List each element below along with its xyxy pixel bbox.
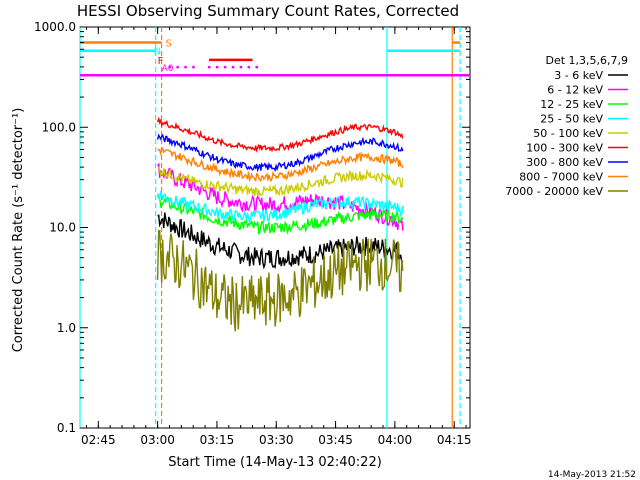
series-line-5 [157,166,404,197]
y-tick-label: 1000.0 [34,20,76,34]
y-tick-label: 100.0 [42,120,76,134]
x-tick-label: 03:45 [318,433,353,447]
y-tick-label: 10.0 [49,221,76,235]
series-line-6 [156,116,404,153]
attenuator-point-10 [255,65,258,69]
series-line-4 [156,191,404,225]
series-line-9 [156,229,404,332]
attenuator-point-2 [184,65,187,69]
x-tick-label: 02:45 [81,433,116,447]
x-tick-label: 04:00 [378,433,413,447]
y-tick-label: 0.1 [57,421,76,435]
generation-timestamp: 14-May-2013 21:52 [548,470,636,480]
series-line-7 [156,133,404,173]
series-line-1 [157,212,404,270]
series-line-3 [156,194,404,236]
chart-title: HESSI Observing Summary Count Rates, Cor… [77,2,459,20]
legend-entry-label: 25 - 50 keV [540,113,603,126]
attenuator-point-8 [239,65,243,69]
flag-label-S: S [166,39,172,50]
legend-entry-label: 300 - 800 keV [526,156,603,169]
y-axis-label: Corrected Count Rate (s⁻¹ detector⁻¹) [11,108,26,353]
x-tick-label: 03:15 [200,433,235,447]
legend-entry-label: 800 - 7000 keV [519,171,603,184]
x-tick-label: 03:30 [259,433,294,447]
attenuator-point-1 [176,65,179,69]
x-tick-label: 03:00 [140,433,175,447]
attenuator-point-0 [168,65,171,69]
flag-label-N: N [154,47,161,58]
flag-label-F: F [158,56,164,67]
legend-title: Det 1,3,5,6,7,9 [545,54,628,67]
y-tick-label: 1.0 [57,321,76,335]
attenuator-label: A0 [162,64,174,74]
attenuator-point-7 [231,65,235,69]
legend-entry-label: 12 - 25 keV [540,98,603,111]
attenuator-point-9 [247,65,251,69]
attenuator-point-5 [215,65,219,69]
attenuator-point-3 [192,65,195,69]
legend-entry-label: 100 - 300 keV [526,142,603,155]
series-line-2 [157,162,404,231]
x-tick-label: 04:15 [437,433,472,447]
legend-entry-label: 7000 - 20000 keV [505,185,603,198]
legend-entry-label: 50 - 100 keV [533,127,603,140]
legend-entry-label: 3 - 6 keV [554,69,603,82]
series-line-8 [157,146,404,183]
attenuator-point-4 [208,65,211,69]
x-axis-label: Start Time (14-May-13 02:40:22) [168,455,382,470]
legend-entry-label: 6 - 12 keV [547,84,603,97]
attenuator-point-6 [223,65,227,69]
